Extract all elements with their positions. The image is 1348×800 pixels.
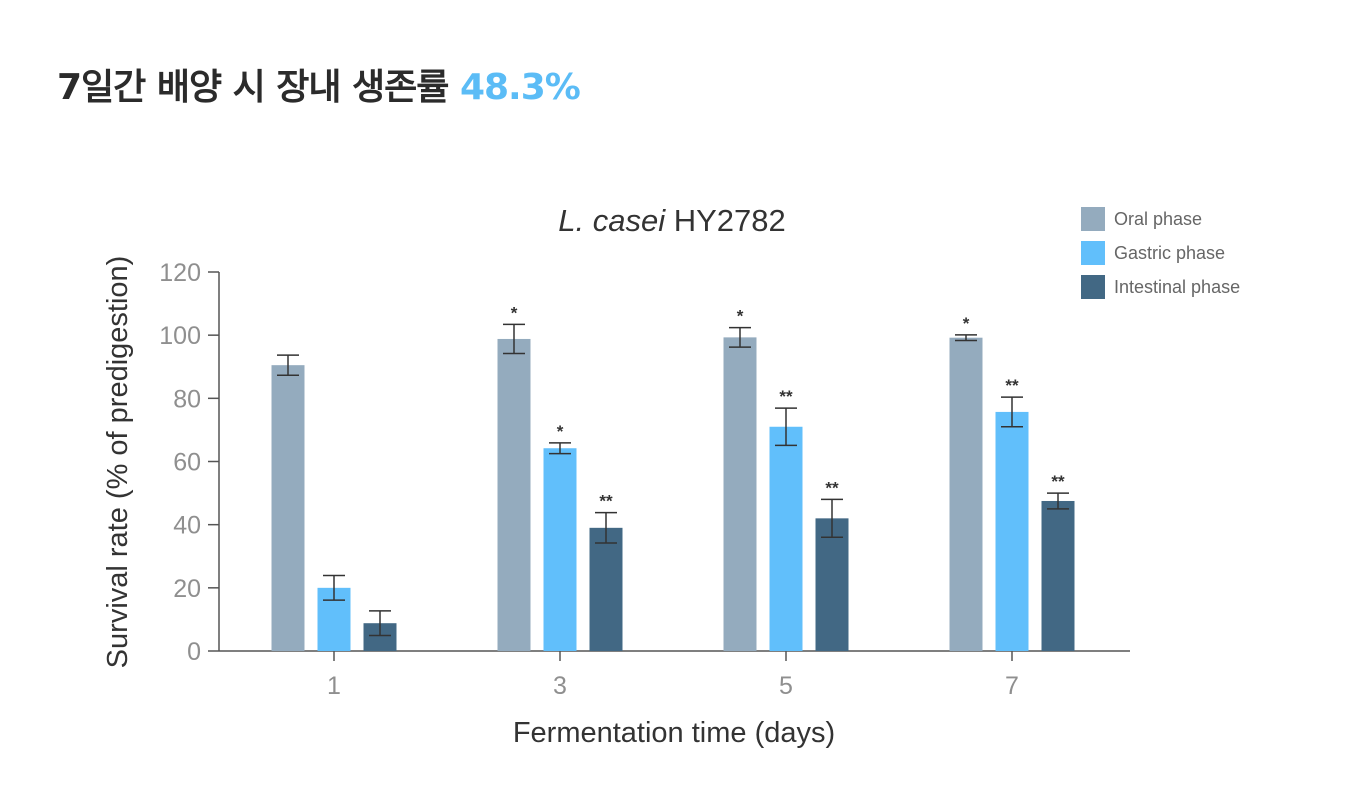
bar [949, 337, 983, 651]
bar [543, 448, 577, 651]
bar [589, 527, 623, 651]
significance-mark: ** [1051, 472, 1065, 491]
x-tick-label: 3 [553, 672, 567, 700]
legend-swatch-intestinal [1081, 275, 1105, 299]
significance-mark: ** [779, 387, 793, 406]
significance-mark: ** [1005, 376, 1019, 395]
significance-mark: * [511, 303, 518, 322]
chart-title-italic: L. casei [558, 203, 666, 238]
x-axis-label: Fermentation time (days) [513, 717, 835, 749]
chart-title: L. casei HY2782 [558, 203, 786, 238]
y-tick-label: 80 [173, 385, 201, 413]
legend-label-intestinal: Intestinal phase [1114, 276, 1241, 297]
legend-label-oral: Oral phase [1114, 208, 1203, 229]
bar [1041, 500, 1075, 651]
legend-item-gastric: Gastric phase [1081, 236, 1240, 270]
bar [271, 365, 305, 651]
x-tick-label: 1 [327, 672, 341, 700]
headline: 7일간 배양 시 장내 생존률 48.3% [57, 58, 581, 110]
significance-mark: ** [825, 478, 839, 497]
x-tick-label: 7 [1005, 672, 1019, 700]
legend-swatch-oral [1081, 207, 1105, 231]
y-tick-label: 60 [173, 449, 201, 477]
legend: Oral phase Gastric phase Intestinal phas… [1081, 202, 1240, 304]
bar [995, 411, 1029, 651]
legend-item-oral: Oral phase [1081, 202, 1240, 236]
significance-mark: * [737, 307, 744, 326]
headline-highlight: 48.3% [459, 67, 581, 108]
x-tick-label: 5 [779, 672, 793, 700]
legend-item-intestinal: Intestinal phase [1081, 270, 1240, 304]
y-tick-label: 120 [159, 259, 201, 287]
significance-mark: * [963, 314, 970, 333]
significance-mark: ** [599, 492, 613, 511]
bar [815, 518, 849, 651]
bar [497, 338, 531, 651]
y-tick-label: 40 [173, 512, 201, 540]
y-tick-label: 0 [187, 638, 201, 666]
headline-text: 7일간 배양 시 장내 생존률 [57, 67, 449, 108]
legend-label-gastric: Gastric phase [1114, 242, 1226, 263]
bar [769, 426, 803, 651]
significance-mark: * [557, 422, 564, 441]
legend-swatch-gastric [1081, 241, 1105, 265]
y-tick-label: 100 [159, 322, 201, 350]
chart-title-rest: HY2782 [674, 203, 786, 238]
y-tick-label: 20 [173, 575, 201, 603]
y-axis-label: Survival rate (% of predigestion) [102, 256, 134, 669]
chart-title-spacer [665, 203, 674, 238]
bar [723, 337, 757, 651]
